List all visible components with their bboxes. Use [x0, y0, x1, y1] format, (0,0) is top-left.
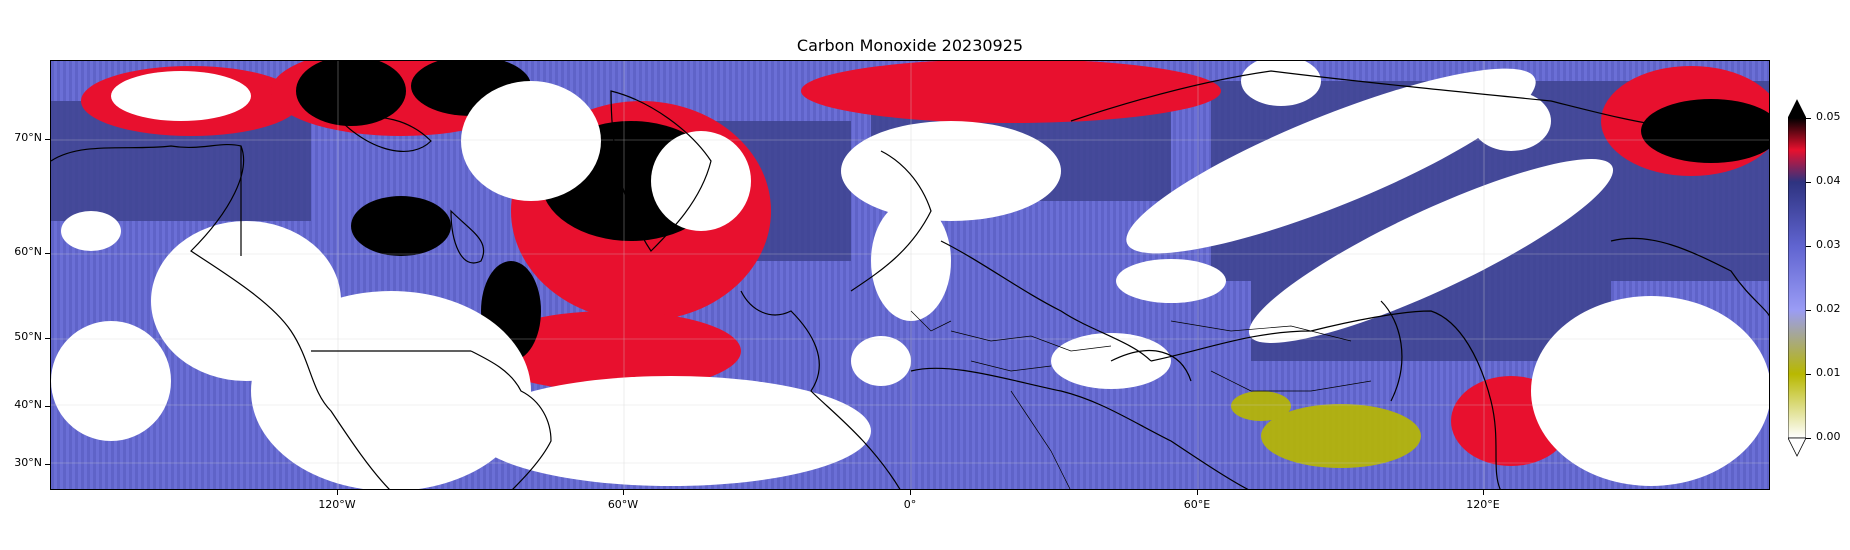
lat-tick-mark [45, 464, 50, 465]
lon-tick-120w: 120°W [318, 498, 356, 511]
coastlines [51, 70, 1769, 489]
colorbar-tick-002: 0.02 [1816, 302, 1841, 315]
lat-tick-mark [45, 253, 50, 254]
colorbar-gradient [1788, 117, 1806, 439]
colorbar-extend-max [1788, 99, 1806, 119]
colorbar-tick-mark [1806, 118, 1811, 119]
colorbar-tick-mark [1806, 182, 1811, 183]
lon-tick-mark [337, 490, 338, 495]
colorbar-tick-mark [1806, 246, 1811, 247]
lat-tick-mark [45, 406, 50, 407]
country-borders [910, 310, 1372, 489]
colorbar-tick-mark [1806, 374, 1811, 375]
lon-tick-0: 0° [903, 498, 917, 511]
lat-tick-60n: 60°N [14, 245, 42, 258]
map-title: Carbon Monoxide 20230925 [796, 36, 1024, 55]
lat-tick-mark [45, 139, 50, 140]
colorbar-tick-003: 0.03 [1816, 238, 1841, 251]
co-very-high-regions [296, 61, 1769, 361]
colorbar-tick-004: 0.04 [1816, 174, 1841, 187]
colorbar-tick-mark [1806, 438, 1811, 439]
colorbar-tick-001: 0.01 [1816, 366, 1841, 379]
colorbar-tick-000: 0.00 [1816, 430, 1841, 443]
colorbar [1788, 99, 1806, 457]
colorbar-tick-005: 0.05 [1816, 110, 1841, 123]
gridlines [51, 61, 1769, 489]
lat-tick-50n: 50°N [14, 330, 42, 343]
colorbar-tick-mark [1806, 310, 1811, 311]
lat-tick-30n: 30°N [14, 456, 42, 469]
missing-data-areas [51, 61, 1769, 489]
lat-tick-70n: 70°N [14, 131, 42, 144]
lon-tick-mark [623, 490, 624, 495]
lon-tick-mark [1197, 490, 1198, 495]
lon-tick-120e: 120°E [1466, 498, 1500, 511]
lat-tick-40n: 40°N [14, 398, 42, 411]
lon-tick-60w: 60°W [607, 498, 639, 511]
lon-tick-mark [1483, 490, 1484, 495]
lat-tick-mark [45, 338, 50, 339]
lon-tick-60e: 60°E [1183, 498, 1211, 511]
colorbar-extend-min [1788, 437, 1806, 457]
map-canvas[interactable] [50, 60, 1770, 490]
lon-tick-mark [910, 490, 911, 495]
